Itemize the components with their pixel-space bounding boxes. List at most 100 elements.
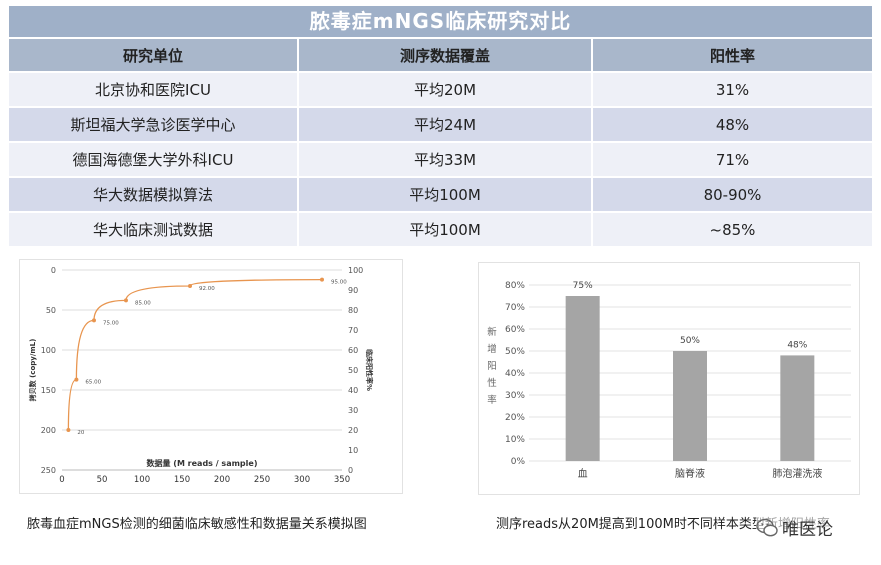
comparison-table: 脓毒症mNGS临床研究对比 研究单位 测序数据覆盖 阳性率 北京协和医院ICU …	[9, 6, 872, 246]
data-label: 20	[77, 430, 84, 436]
watermark: 唯医论	[756, 515, 833, 540]
column-header-coverage: 测序数据覆盖	[298, 37, 593, 72]
bar-chart-svg: 0% 10% 20% 30% 40% 50% 60% 70% 80% 新增阳性率 75% 血 50% 脑脊…	[487, 281, 851, 480]
y-axis-label-char: 性	[487, 377, 497, 389]
table-row: 德国海德堡大学外科ICU 平均33M 71%	[9, 141, 872, 177]
table-row: 华大临床测试数据 平均100M ~85%	[9, 211, 872, 246]
table-cell-positive-rate: ~85%	[592, 211, 872, 246]
data-table: 研究单位 测序数据覆盖 阳性率 北京协和医院ICU 平均20M 31% 斯坦福大…	[9, 37, 872, 246]
x-tick-label: 350	[334, 475, 350, 485]
y-tick-label: 50	[46, 306, 56, 315]
category-label: 脑脊液	[675, 467, 705, 480]
bar-value-label: 50%	[680, 336, 700, 346]
y-tick-label: 250	[41, 466, 56, 475]
table-cell-institution: 北京协和医院ICU	[9, 71, 299, 107]
x-tick-label: 300	[294, 475, 310, 485]
wechat-icon	[756, 518, 778, 536]
table-cell-coverage: 平均20M	[298, 71, 593, 107]
positive-rate-bar-chart: 0% 10% 20% 30% 40% 50% 60% 70% 80% 新增阳性率 75% 血 50% 脑脊…	[478, 262, 860, 495]
y2-axis-label: 临床阳性率%	[365, 349, 374, 391]
x-tick-label: 100	[134, 475, 150, 485]
x-tick-label: 150	[174, 475, 190, 485]
data-point	[74, 377, 79, 382]
y2-tick-label: 90	[348, 286, 358, 295]
y-tick-label: 60%	[505, 325, 525, 335]
y-tick-label: 0	[51, 266, 56, 275]
table-cell-positive-rate: 80-90%	[592, 176, 872, 212]
y-tick-label: 50%	[505, 347, 525, 357]
table-cell-positive-rate: 71%	[592, 141, 872, 177]
x-tick-label: 250	[254, 475, 270, 485]
bar	[780, 355, 815, 461]
table-cell-coverage: 平均100M	[298, 176, 593, 212]
table-cell-institution: 华大数据模拟算法	[9, 176, 299, 212]
y-tick-label: 150	[41, 386, 56, 395]
table-row: 北京协和医院ICU 平均20M 31%	[9, 71, 872, 107]
table-header-row: 研究单位 测序数据覆盖 阳性率	[9, 37, 872, 72]
sensitivity-line-chart: 0 50 100 150 200 250 0 10 20 30 40 50 60 70 80 90 100 0 50…	[19, 259, 403, 494]
data-point	[66, 428, 71, 432]
data-label: 95.00	[331, 280, 347, 286]
table-cell-coverage: 平均33M	[298, 141, 593, 177]
data-label: 65.00	[85, 380, 101, 386]
table-cell-institution: 华大临床测试数据	[9, 211, 299, 246]
column-header-institution: 研究单位	[9, 37, 299, 72]
table-cell-coverage: 平均24M	[298, 106, 593, 142]
y-tick-label: 100	[41, 346, 56, 355]
y2-tick-label: 0	[348, 466, 353, 475]
y-tick-label: 70%	[505, 303, 525, 313]
sensitivity-line	[67, 278, 323, 431]
table-cell-positive-rate: 48%	[592, 106, 872, 142]
x-tick-label: 200	[214, 475, 230, 485]
y2-tick-label: 10	[348, 446, 358, 455]
table-cell-coverage: 平均100M	[298, 211, 593, 246]
y2-tick-label: 60	[348, 346, 358, 355]
table-title: 脓毒症mNGS临床研究对比	[9, 6, 872, 37]
column-header-positive-rate: 阳性率	[592, 37, 872, 72]
left-chart-caption: 脓毒血症mNGS检测的细菌临床敏感性和数据量关系模拟图	[27, 517, 367, 532]
y-axis-label-char: 阳	[487, 361, 497, 372]
y-tick-label: 200	[41, 426, 56, 435]
data-point	[320, 277, 324, 282]
y-tick-label: 0%	[511, 457, 526, 467]
y-axis-label: 拷贝数 (copy/mL)	[28, 339, 37, 402]
data-point	[188, 284, 192, 288]
y2-tick-label: 30	[348, 406, 358, 415]
table-cell-positive-rate: 31%	[592, 71, 872, 107]
category-label: 血	[578, 467, 588, 480]
data-point	[124, 298, 128, 303]
x-axis-label: 数据量 (M reads / sample)	[147, 458, 258, 468]
y2-tick-label: 70	[348, 326, 358, 335]
right-chart-caption: 测序reads从20M提高到100M时不同样本类型新增阳性率	[496, 517, 830, 532]
data-label: 92.00	[199, 286, 215, 292]
table-row: 斯坦福大学急诊医学中心 平均24M 48%	[9, 106, 872, 142]
y2-tick-label: 50	[348, 366, 358, 375]
y-axis-label-char: 增	[487, 343, 497, 355]
bar	[673, 351, 707, 461]
y2-tick-label: 100	[348, 266, 363, 275]
y2-tick-label: 40	[348, 386, 358, 395]
y-tick-label: 20%	[505, 413, 525, 423]
y-tick-label: 30%	[505, 391, 525, 401]
bar-value-label: 75%	[573, 281, 593, 291]
y-axis-label-char: 率	[487, 394, 497, 406]
data-point	[92, 318, 96, 323]
y-tick-label: 10%	[505, 435, 525, 445]
bar-value-label: 48%	[787, 340, 807, 350]
table-cell-institution: 德国海德堡大学外科ICU	[9, 141, 299, 177]
table-cell-institution: 斯坦福大学急诊医学中心	[9, 106, 299, 142]
bar	[565, 296, 600, 461]
y2-tick-label: 20	[348, 426, 358, 435]
category-label: 肺泡灌洗液	[772, 467, 822, 480]
data-label: 85.00	[135, 300, 151, 306]
y-tick-label: 40%	[505, 369, 525, 379]
y2-tick-label: 80	[348, 306, 358, 315]
y-axis-label-char: 新	[487, 326, 497, 338]
x-tick-label: 0	[59, 475, 64, 485]
watermark-text: 唯医论	[782, 520, 833, 540]
y-tick-label: 80%	[505, 281, 525, 291]
table-row: 华大数据模拟算法 平均100M 80-90%	[9, 176, 872, 212]
x-tick-label: 50	[97, 475, 108, 485]
data-label: 75.00	[103, 320, 119, 326]
